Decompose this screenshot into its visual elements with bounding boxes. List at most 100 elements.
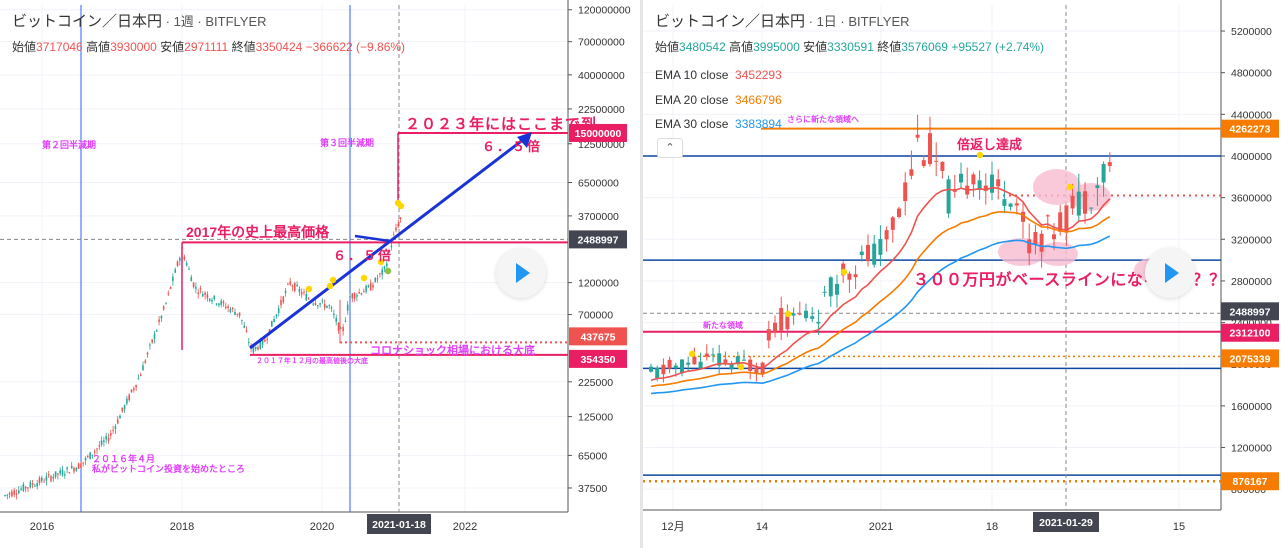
weekly-candle xyxy=(75,467,78,471)
weekly-candle xyxy=(119,415,121,419)
weekly-candle xyxy=(390,245,393,247)
collapse-legend-button[interactable]: ⌃ xyxy=(657,138,683,158)
price-tag: 2312100 xyxy=(1221,323,1279,342)
weekly-candle xyxy=(167,292,170,294)
daily-candle xyxy=(655,367,660,379)
weekly-candle xyxy=(353,293,356,299)
small-arrow xyxy=(354,234,391,243)
event-marker xyxy=(377,258,385,266)
weekly-chart-title: ビットコイン／日本円 · 1週 · BITFLYER xyxy=(12,13,267,30)
x-tick-label: 15 xyxy=(1173,521,1185,533)
weekly-candle xyxy=(225,306,227,309)
weekly-candle xyxy=(11,491,13,497)
weekly-chart-canvas[interactable]: 1200000007000000040000000225000001250000… xyxy=(0,0,641,548)
ema30-legend[interactable]: EMA 30 close 3383894 xyxy=(655,117,782,131)
weekly-candle xyxy=(135,384,137,388)
price-tag: 2488997 xyxy=(1221,302,1279,321)
weekly-candle xyxy=(77,463,80,469)
new-area-annotation: 新たな領域 xyxy=(703,321,743,330)
weekly-candle xyxy=(52,476,55,479)
corona-bottom-annotation: コロナショック相場における大底 xyxy=(370,345,535,357)
weekly-candle xyxy=(317,305,319,307)
y-tick-label: 70000000 xyxy=(578,37,625,49)
weekly-candle xyxy=(367,285,370,288)
weekly-candle xyxy=(296,284,298,287)
daily-candle xyxy=(1045,215,1050,217)
event-marker xyxy=(305,285,313,293)
weekly-candle xyxy=(211,299,213,302)
y-tick-label: 5200000 xyxy=(1231,26,1272,38)
daily-candle xyxy=(959,173,963,183)
daily-candle xyxy=(816,321,821,324)
daily-chart-panel[interactable]: 5200000 4800000 4400000 4000000 3600000 32000… xyxy=(643,0,1282,548)
weekly-candle xyxy=(312,303,314,305)
weekly-candle xyxy=(238,312,241,316)
panel-divider[interactable] xyxy=(640,0,643,548)
daily-candle xyxy=(649,366,653,372)
svg-text:876167: 876167 xyxy=(1232,476,1267,488)
weekly-candle xyxy=(47,474,50,476)
daily-candle xyxy=(810,316,815,319)
daily-candle xyxy=(835,283,839,295)
y-tick-label: 700000 xyxy=(578,310,613,322)
daily-candle xyxy=(785,315,790,330)
daily-candle xyxy=(704,353,709,357)
weekly-candle xyxy=(93,451,96,453)
weekly-candle xyxy=(356,295,358,297)
event-marker xyxy=(397,202,405,210)
weekly-candle xyxy=(333,313,335,316)
weekly-candle xyxy=(376,278,379,280)
daily-candle xyxy=(903,182,908,202)
y-tick-label: 2800000 xyxy=(1231,276,1272,288)
weekly-candle xyxy=(379,273,381,275)
weekly-candle xyxy=(335,318,337,322)
daily-candle xyxy=(1021,211,1025,222)
weekly-ohlc-legend: 始値3717046 高値3930000 安値2971111 終値3350424 … xyxy=(12,40,406,54)
svg-text:437675: 437675 xyxy=(580,331,615,343)
daily-candle xyxy=(742,359,746,361)
weekly-candle xyxy=(284,290,287,293)
weekly-candle xyxy=(257,347,259,350)
event-marker xyxy=(840,268,848,276)
weekly-candle xyxy=(29,482,32,488)
weekly-candle xyxy=(208,298,211,301)
weekly-candle xyxy=(275,314,278,317)
daily-candle xyxy=(717,353,722,366)
ema10-line xyxy=(650,186,1111,382)
weekly-candle xyxy=(287,283,289,285)
event-marker xyxy=(1066,183,1074,191)
ema20-legend[interactable]: EMA 20 close 3466796 xyxy=(655,93,782,107)
svg-text:15000000: 15000000 xyxy=(575,128,622,140)
weekly-candle xyxy=(305,294,308,301)
replay-play-button[interactable] xyxy=(496,248,546,298)
weekly-candle xyxy=(234,311,236,315)
weekly-candle xyxy=(277,308,280,313)
weekly-candle xyxy=(34,485,36,487)
weekly-candle xyxy=(116,419,119,424)
weekly-candle xyxy=(43,481,45,483)
weekly-candle xyxy=(254,346,257,350)
daily-candle xyxy=(1033,232,1038,245)
halving3-annotation: 第３回半減期 xyxy=(320,138,375,148)
replay-play-button-daily[interactable] xyxy=(1145,248,1195,298)
weekly-candle xyxy=(174,269,176,273)
weekly-candle xyxy=(162,306,165,310)
daily-chart-title: ビットコイン／日本円 · 1日 · BITFLYER xyxy=(655,13,910,30)
daily-ohlc-legend: 始値3480542 高値3995000 安値3330591 終値3576069 … xyxy=(655,40,1045,54)
ema10-legend[interactable]: EMA 10 close 3452293 xyxy=(655,68,782,82)
weekly-candle xyxy=(264,339,266,342)
daily-candle xyxy=(866,244,870,262)
weekly-candle xyxy=(220,300,222,305)
svg-text:2021-01-29: 2021-01-29 xyxy=(1039,517,1093,529)
weekly-candle xyxy=(202,294,204,297)
y-tick-label: 1200000 xyxy=(1231,443,1272,455)
weekly-chart-panel[interactable]: 120000000 70000000 40000000 22500000 1250000… xyxy=(0,0,641,548)
weekly-candle xyxy=(126,398,128,404)
daily-candle xyxy=(1027,239,1032,254)
daily-candle xyxy=(1039,233,1044,252)
daily-candle xyxy=(853,274,858,278)
weekly-candle xyxy=(84,457,87,461)
daily-candle xyxy=(983,185,988,191)
weekly-candle xyxy=(195,286,197,289)
weekly-candle xyxy=(188,268,190,270)
